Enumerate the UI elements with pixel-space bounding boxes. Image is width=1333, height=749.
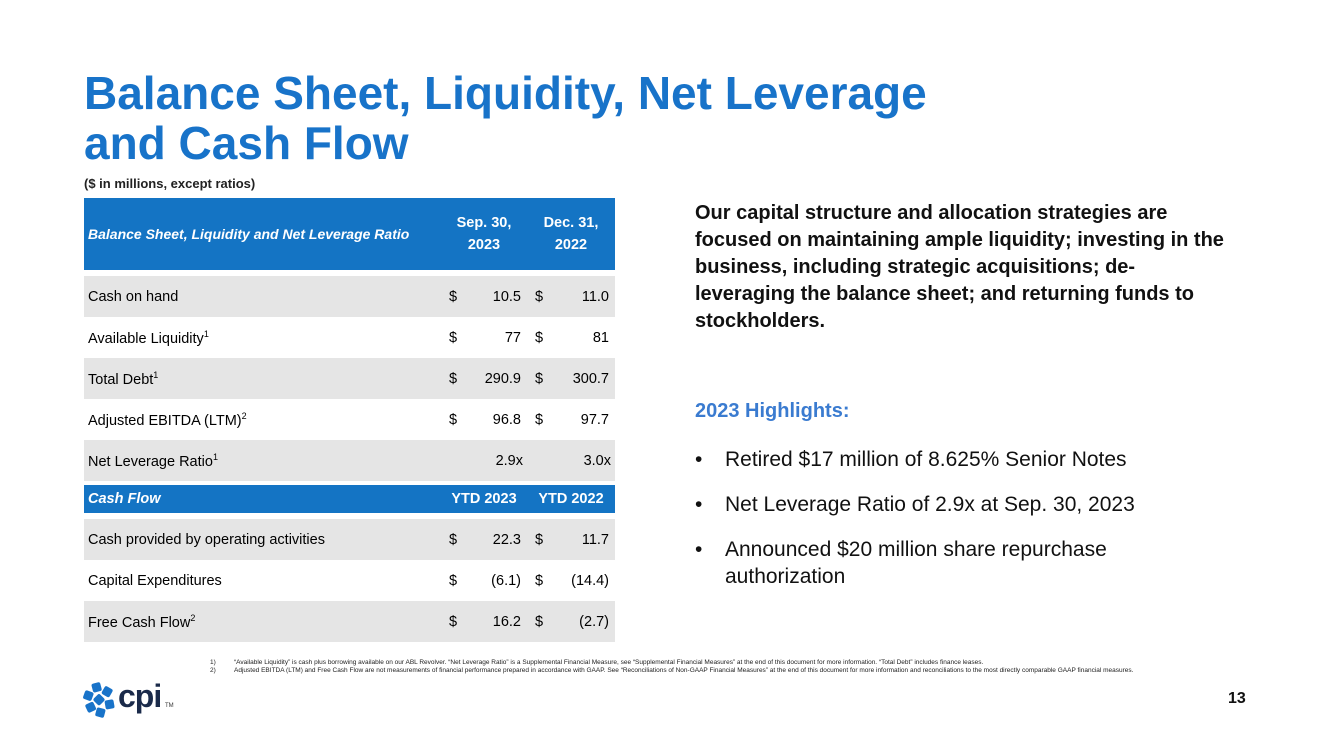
row-label: Free Cash Flow	[88, 614, 191, 631]
cash-flow-header-row: Cash Flow YTD 2023 YTD 2022	[84, 485, 615, 513]
page-title-line-1: Balance Sheet, Liquidity, Net Leverage	[84, 67, 927, 119]
row-label: Adjusted EBITDA (LTM)	[88, 412, 242, 429]
row-label: Available Liquidity	[88, 330, 204, 347]
row-label: Total Debt	[88, 371, 154, 388]
footnote-number: 1)	[210, 659, 216, 666]
table-row: Total Debt1 $ 290.9 $ 300.7	[84, 358, 615, 399]
footnote-marker: 1	[212, 451, 218, 462]
value-ytd-2023: 16.2	[465, 601, 527, 642]
currency-symbol: $	[441, 276, 465, 317]
footnote-marker: 2	[241, 410, 247, 421]
table-row: Cash on hand $ 10.5 $ 11.0	[84, 276, 615, 317]
table-header-row: Balance Sheet, Liquidity and Net Leverag…	[84, 198, 615, 270]
value-2023: 77	[504, 329, 521, 346]
row-label: Capital Expenditures	[88, 572, 222, 589]
highlight-text: Announced $20 million share repurchase a…	[725, 538, 1107, 588]
row-label: Cash provided by operating activities	[88, 531, 325, 548]
value-2022: 300.7	[551, 358, 615, 399]
currency-symbol: $	[448, 329, 458, 346]
capital-strategy-statement: Our capital structure and allocation str…	[695, 202, 1224, 332]
currency-symbol: $	[448, 572, 458, 589]
footnote-number: 2)	[210, 667, 216, 674]
bullet-icon: •	[695, 448, 703, 471]
list-item: • Net Leverage Ratio of 2.9x at Sep. 30, …	[695, 491, 1215, 518]
value-2023: 10.5	[465, 276, 527, 317]
currency-symbol: $	[534, 411, 544, 428]
footnotes: 1) “Available Liquidity” is cash plus bo…	[210, 659, 1230, 675]
value-2022: 11.0	[551, 276, 615, 317]
table-row: Capital Expenditures $ (6.1) $ (14.4)	[84, 560, 615, 601]
column-header-sep-2023: Sep. 30, 2023	[441, 198, 527, 270]
page-title-line-2: and Cash Flow	[84, 117, 409, 169]
highlight-text: Retired $17 million of 8.625% Senior Not…	[725, 448, 1127, 471]
column-header-ytd-2022: YTD 2022	[527, 485, 615, 513]
trademark-symbol: TM	[165, 703, 174, 709]
cpi-logo-text: cpi	[118, 678, 162, 714]
list-item: • Retired $17 million of 8.625% Senior No…	[695, 446, 1215, 473]
footnote: 1) “Available Liquidity” is cash plus bo…	[210, 659, 1230, 667]
value-ytd-2022: (2.7)	[551, 601, 615, 642]
financial-table: Balance Sheet, Liquidity and Net Leverag…	[84, 198, 615, 642]
cash-flow-header-label: Cash Flow	[84, 485, 441, 513]
currency-symbol: $	[527, 358, 551, 399]
cpi-logo-mark-icon	[83, 682, 115, 718]
table-row: Cash provided by operating activities $ …	[84, 519, 615, 560]
column-header-sep-line1: Sep. 30,	[456, 215, 512, 231]
currency-symbol: $	[527, 276, 551, 317]
highlight-text: Net Leverage Ratio of 2.9x at Sep. 30, 2…	[725, 493, 1135, 516]
footnote-text: “Available Liquidity” is cash plus borro…	[234, 659, 984, 666]
value-ytd-2023: (6.1)	[491, 572, 521, 589]
units-note: ($ in millions, except ratios)	[84, 176, 256, 191]
table-row: Adjusted EBITDA (LTM)2 $ 96.8 $ 97.7	[84, 399, 615, 440]
table-row: Available Liquidity1 $ 77 $ 81	[84, 317, 615, 358]
page-title: Balance Sheet, Liquidity, Net Leverage a…	[84, 68, 1084, 168]
footnote-marker: 1	[203, 328, 209, 339]
currency-symbol: $	[441, 358, 465, 399]
column-header-ytd-2023: YTD 2023	[441, 485, 527, 513]
column-header-sep-line2: 2023	[467, 237, 501, 253]
value-2023: 96.8	[492, 411, 521, 428]
row-label: Cash on hand	[88, 288, 179, 305]
value-ytd-2022: (14.4)	[571, 572, 609, 589]
footnote-marker: 1	[153, 369, 159, 380]
footnote-text: Adjusted EBITDA (LTM) and Free Cash Flow…	[234, 667, 1134, 674]
column-header-dec-line2: 2022	[554, 237, 588, 253]
value-2022: 81	[592, 329, 609, 346]
ratio-2023-value: 2.9x	[495, 452, 523, 469]
column-header-dec-2022: Dec. 31, 2022	[527, 198, 615, 270]
footnote: 2) Adjusted EBITDA (LTM) and Free Cash F…	[210, 667, 1230, 675]
currency-symbol: $	[527, 519, 551, 560]
highlights-list: • Retired $17 million of 8.625% Senior No…	[695, 446, 1215, 608]
column-header-dec-line1: Dec. 31,	[543, 215, 599, 231]
table-row: Net Leverage Ratio1 2.9x 3.0x	[84, 440, 615, 481]
value-2022: 97.7	[580, 411, 609, 428]
footnote-marker: 2	[190, 612, 196, 623]
value-ytd-2022: 11.7	[551, 519, 615, 560]
highlights-title: 2023 Highlights:	[695, 400, 850, 422]
bullet-icon: •	[695, 493, 703, 516]
ratio-2022: 3.0x	[527, 440, 615, 481]
table-header-label: Balance Sheet, Liquidity and Net Leverag…	[88, 226, 410, 242]
value-2023: 290.9	[465, 358, 527, 399]
ratio-2022-value: 3.0x	[583, 452, 611, 469]
currency-symbol: $	[441, 519, 465, 560]
bullet-icon: •	[695, 538, 703, 561]
ratio-2023: 2.9x	[441, 440, 527, 481]
value-ytd-2023: 22.3	[465, 519, 527, 560]
currency-symbol: $	[448, 411, 458, 428]
currency-symbol: $	[534, 329, 544, 346]
row-label: Net Leverage Ratio	[88, 453, 213, 470]
currency-symbol: $	[527, 601, 551, 642]
currency-symbol: $	[441, 601, 465, 642]
list-item: • Announced $20 million share repurchase …	[695, 536, 1215, 590]
currency-symbol: $	[534, 572, 544, 589]
table-row: Free Cash Flow2 $ 16.2 $ (2.7)	[84, 601, 615, 642]
page-number: 13	[1228, 690, 1246, 707]
